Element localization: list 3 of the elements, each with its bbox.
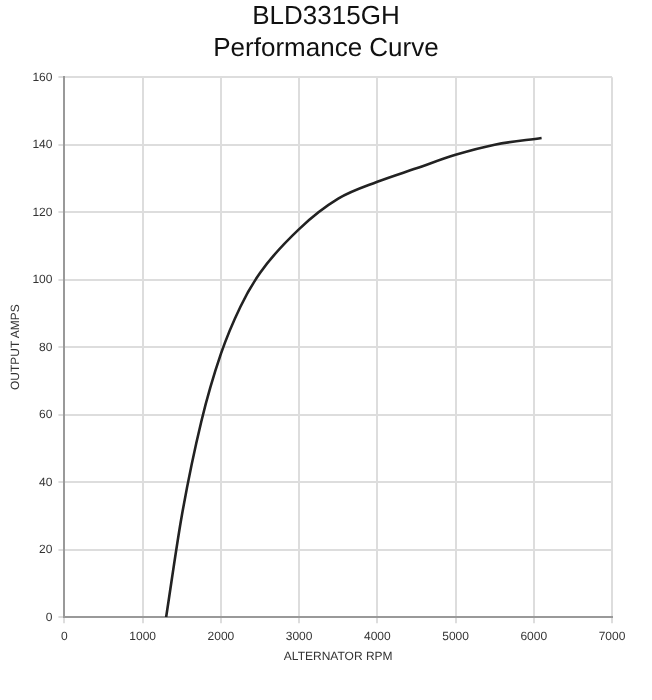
line-series [164,136,543,618]
chart-subtitle: Performance Curve [211,32,441,64]
chart-title: BLD3315GH [250,0,402,32]
